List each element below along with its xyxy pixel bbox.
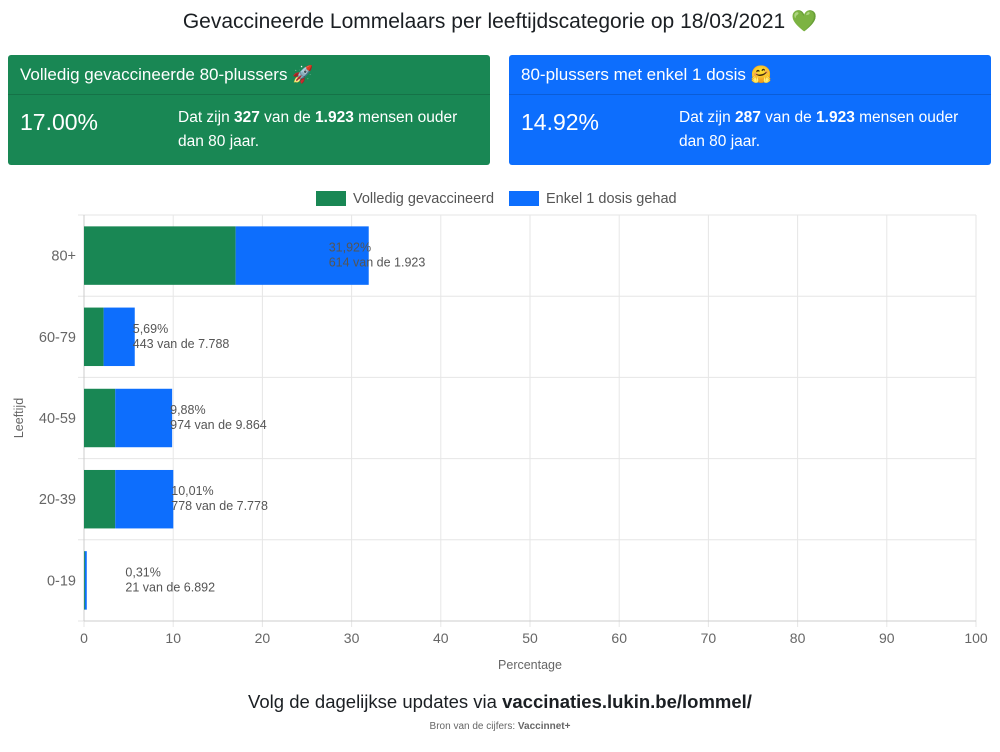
x-tick-label: 10	[165, 630, 181, 646]
data-label-count: 443 van de 7.788	[133, 337, 230, 351]
x-tick-label: 90	[879, 630, 895, 646]
x-tick-label: 40	[433, 630, 449, 646]
y-tick-label: 40-59	[39, 411, 76, 427]
x-tick-label: 80	[790, 630, 806, 646]
y-axis-title: Leeftijd	[12, 398, 26, 438]
x-axis-title: Percentage	[498, 658, 562, 672]
y-tick-label: 0-19	[47, 573, 76, 589]
data-label-percentage: 5,69%	[133, 322, 168, 336]
card-header: Volledig gevaccineerde 80-plussers 🚀	[8, 55, 490, 95]
source-name: Vaccinnet+	[517, 721, 571, 732]
data-label-percentage: 0,31%	[125, 565, 160, 579]
y-tick-label: 80+	[51, 249, 76, 265]
legend-label: Volledig gevaccineerd	[353, 191, 495, 207]
bar-segment	[103, 307, 135, 367]
bar-segment	[84, 551, 85, 610]
bar-segment	[84, 469, 116, 529]
data-label-count: 778 van de 7.778	[171, 499, 268, 513]
x-tick-label: 20	[255, 630, 271, 646]
bar-segment	[84, 307, 104, 367]
card-fully-vaccinated: Volledig gevaccineerde 80-plussers 🚀 17.…	[8, 55, 490, 165]
footer-link[interactable]: vaccinaties.lukin.be/lommel/	[502, 691, 752, 712]
chart-legend: Volledig gevaccineerd Enkel 1 dosis geha…	[0, 189, 1000, 209]
card-percentage: 17.00%	[20, 109, 99, 135]
card-percentage: 14.92%	[521, 109, 600, 135]
bar-segment	[84, 551, 87, 610]
data-label-count: 21 van de 6.892	[125, 580, 215, 594]
bar-segment	[84, 226, 236, 285]
bar-segment	[115, 388, 173, 448]
bar-segment	[115, 469, 174, 529]
data-label-percentage: 10,01%	[171, 484, 213, 498]
legend-swatch	[509, 191, 539, 206]
card-one-dose: 80-plussers met enkel 1 dosis 🤗 14.92% D…	[509, 55, 991, 165]
x-tick-label: 100	[964, 630, 988, 646]
data-label-percentage: 31,92%	[329, 241, 371, 255]
x-tick-label: 60	[611, 630, 627, 646]
data-label-count: 974 van de 9.864	[170, 418, 267, 432]
card-count: 327	[234, 109, 260, 126]
card-count: 287	[735, 109, 761, 126]
card-total: 1.923	[816, 109, 855, 126]
y-tick-label: 20-39	[39, 492, 76, 508]
card-total: 1.923	[315, 109, 354, 126]
bar-chart: 0 10 20 30 40 50 60 70 80 90 100 80+ 31,92%614 van d…	[12, 214, 988, 672]
footer-text: Volg de dagelijkse updates via vaccinati…	[248, 691, 752, 712]
legend-swatch	[316, 191, 346, 206]
source-text: Bron van de cijfers: Vaccinnet+	[429, 721, 571, 732]
bar-segment	[235, 226, 369, 285]
card-description: Dat zijn 327 van de 1.923 mensen ouder d…	[178, 109, 458, 150]
x-tick-label: 0	[80, 630, 88, 646]
x-tick-label: 30	[344, 630, 360, 646]
data-label-percentage: 9,88%	[170, 403, 205, 417]
card-header: 80-plussers met enkel 1 dosis 🤗	[509, 55, 991, 95]
page-title: Gevaccineerde Lommelaars per leeftijdsca…	[182, 10, 818, 33]
y-tick-label: 60-79	[39, 330, 76, 346]
x-tick-label: 70	[701, 630, 717, 646]
card-description: Dat zijn 287 van de 1.923 mensen ouder d…	[679, 109, 959, 150]
x-tick-label: 50	[522, 630, 538, 646]
legend-label: Enkel 1 dosis gehad	[546, 191, 677, 207]
data-label-count: 614 van de 1.923	[329, 256, 426, 270]
bar-segment	[84, 388, 116, 448]
